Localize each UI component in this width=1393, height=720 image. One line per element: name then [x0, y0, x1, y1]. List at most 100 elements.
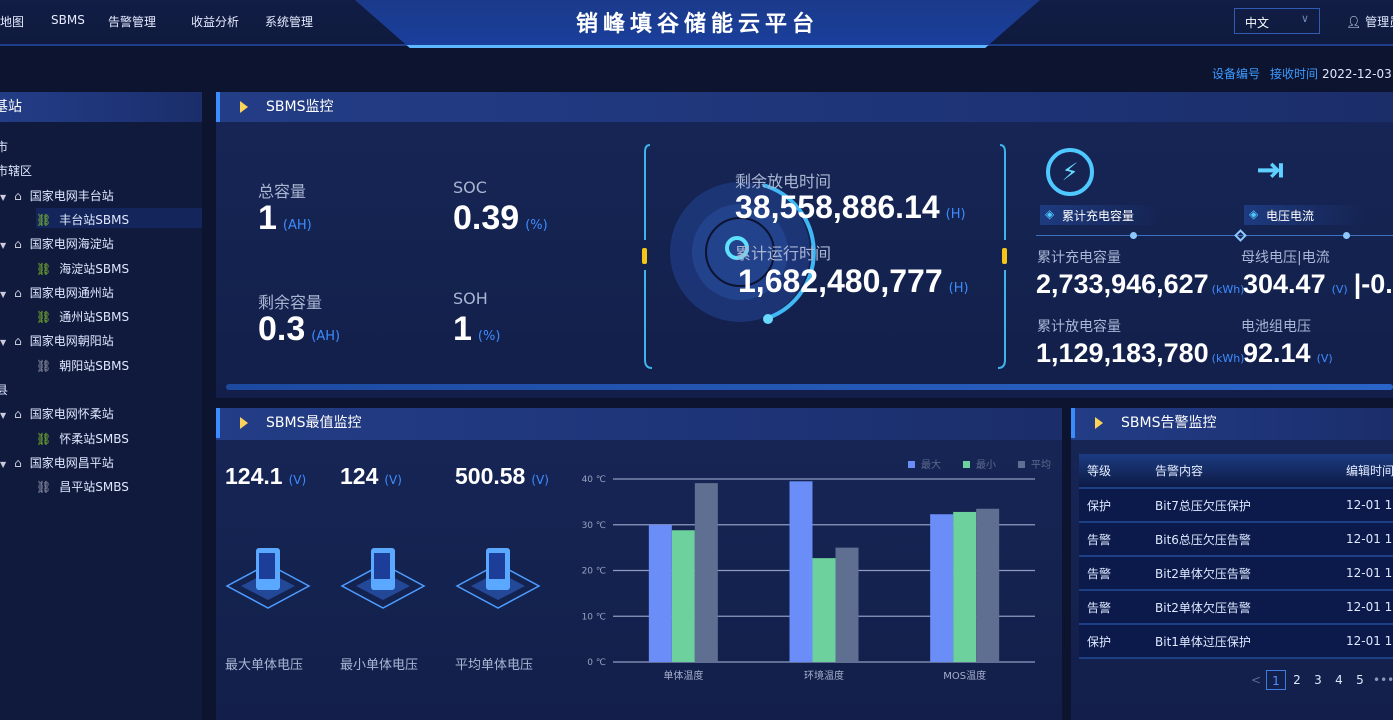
tree-item[interactable]: ⛓ 海淀站SBMS	[36, 260, 129, 277]
diamond-icon: ◈	[1249, 207, 1259, 221]
tree-item[interactable]: ▼ ⌂ 国家电网通州站	[0, 284, 114, 301]
tree-item[interactable]: 县	[0, 381, 8, 398]
tree-item[interactable]: ⛓ 怀柔站SMBS	[36, 430, 129, 447]
tree-item[interactable]: ▼ ⌂ 国家电网朝阳站	[0, 332, 114, 349]
soh-value: 1	[453, 310, 472, 348]
tree-item[interactable]: 市辖区	[0, 162, 32, 179]
tab-charge-label: 累计充电容量	[1062, 209, 1135, 223]
legend-label[interactable]: 最大	[921, 458, 941, 471]
soh: 1 (%)	[453, 310, 501, 348]
run-time-label: 累计运行时间	[735, 244, 832, 263]
nav-alarm[interactable]: 告警管理	[108, 15, 157, 29]
caret-down-icon[interactable]: ▼	[0, 289, 7, 299]
bus: 304.47 (V) |-0.7	[1243, 269, 1393, 300]
tab-charge[interactable]: ◈ 累计充电容量	[1040, 205, 1160, 225]
unit: (V)	[384, 473, 402, 487]
col-time: 编辑时间	[1338, 454, 1393, 489]
soh-label: SOH	[453, 289, 488, 308]
tree-item[interactable]: ⛓ 通州站SBMS	[36, 308, 129, 325]
time-cell: 12-01 10	[1338, 488, 1393, 523]
level-cell: 告警	[1079, 590, 1147, 625]
legend-label[interactable]: 最小	[976, 459, 996, 471]
nav-revenue[interactable]: 收益分析	[191, 15, 240, 29]
unit: (V)	[531, 473, 549, 487]
tab-voltage-label: 电压电流	[1266, 209, 1315, 223]
time-cell: 12-01 10	[1338, 556, 1393, 591]
voltage-label: 最大单体电压	[225, 658, 304, 673]
home-icon: ⌂	[14, 334, 22, 349]
tree-title: 基站	[0, 99, 22, 115]
unit: (V)	[288, 473, 307, 487]
voltage-value: 124.1	[225, 463, 283, 489]
page-button[interactable]: 4	[1335, 673, 1343, 687]
level-cell: 保护	[1079, 488, 1147, 523]
tree-item[interactable]: ▼ ⌂ 国家电网丰台站	[0, 187, 114, 204]
caret-down-icon[interactable]: ▼	[0, 241, 7, 251]
discharge-time-label: 剩余放电时间	[735, 172, 832, 191]
bar	[789, 481, 813, 662]
language-select[interactable]: 中文 ∨	[1234, 8, 1320, 34]
more-pages[interactable]: •••	[1373, 673, 1393, 687]
page-button[interactable]: 2	[1293, 673, 1301, 687]
voltage-reading: 124.1 (V)	[225, 463, 335, 489]
unit: (H)	[945, 207, 966, 222]
triangle-icon	[1095, 417, 1103, 429]
caret-down-icon[interactable]: ▼	[0, 338, 7, 348]
col-level: 等级	[1079, 454, 1147, 489]
battery-device-icon	[340, 544, 426, 614]
page-button[interactable]: 5	[1356, 673, 1364, 687]
battery-device-icon	[455, 544, 541, 614]
tab-line	[1036, 235, 1393, 236]
col-content: 告警内容	[1147, 454, 1338, 489]
unit: (%)	[477, 329, 501, 344]
prev-page-button[interactable]: <	[1250, 673, 1262, 687]
voltage-card: 500.58 (V) 平均单体电压	[455, 463, 565, 684]
bar	[648, 524, 672, 662]
device-id-label: 设备编号	[1212, 67, 1261, 81]
voltage-label: 平均单体电压	[455, 658, 534, 673]
voltage-card: 124.1 (V) 最大单体电压	[225, 463, 335, 684]
legend-label[interactable]: 平均	[1031, 459, 1051, 471]
voltage-reading: 124 (V)	[340, 463, 450, 489]
tree-item[interactable]: 市	[0, 138, 8, 155]
page-button[interactable]: 1	[1266, 670, 1286, 690]
tree-item[interactable]: ⛓ 丰台站SBMS	[36, 207, 202, 228]
caret-down-icon[interactable]: ▼	[0, 192, 7, 202]
level-cell: 保护	[1079, 624, 1147, 659]
tree-item[interactable]: ▼ ⌂ 国家电网怀柔站	[0, 405, 114, 422]
tree-item[interactable]: ▼ ⌂ 国家电网昌平站	[0, 454, 114, 471]
tree-item[interactable]: ⛓ 昌平站SMBS	[36, 478, 129, 495]
tree-item[interactable]: ▼ ⌂ 国家电网海淀站	[0, 235, 114, 252]
page-button[interactable]: 3	[1314, 673, 1322, 687]
nav-map[interactable]: 地图	[0, 15, 25, 29]
alarm-header: SBMS告警监控	[1071, 408, 1393, 440]
caret-down-icon[interactable]: ▼	[0, 411, 7, 421]
nav-sbms[interactable]: SBMS	[51, 13, 85, 27]
content-cell: Bit1单体过压保护	[1147, 624, 1338, 659]
user-name: 管理员	[1365, 15, 1393, 29]
tree-item-label: 国家电网通州站	[29, 285, 114, 300]
nav-system[interactable]: 系统管理	[265, 15, 314, 29]
user-menu[interactable]: 👤︎ 管理员	[1346, 13, 1393, 30]
remaining-capacity: 0.3 (AH)	[258, 310, 340, 348]
tree-item[interactable]: ⛓ 朝阳站SBMS	[36, 357, 129, 374]
chevron-down-icon: ∨	[1300, 12, 1309, 25]
bar	[976, 508, 1000, 662]
tab-voltage[interactable]: ◈ 电压电流	[1244, 205, 1364, 225]
tree-item-label: 昌平站SMBS	[59, 480, 129, 495]
caret-down-icon[interactable]: ▼	[0, 459, 7, 469]
charge-value: 2,733,946,627	[1036, 269, 1209, 299]
dot	[1130, 232, 1137, 239]
time-cell: 12-01 10	[1338, 590, 1393, 625]
bar	[835, 547, 859, 662]
tree-item-label: 国家电网海淀站	[29, 237, 114, 252]
charge-label: 累计充电容量	[1037, 250, 1121, 266]
content-cell: Bit2单体欠压告警	[1147, 590, 1338, 625]
